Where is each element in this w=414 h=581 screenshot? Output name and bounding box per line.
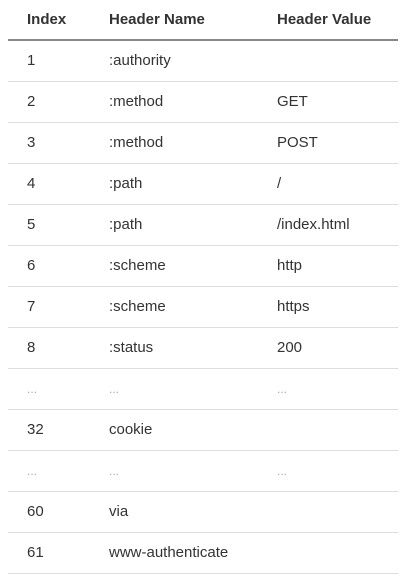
cell-header-name: :status — [90, 327, 258, 369]
cell-header-value — [258, 409, 398, 451]
table-row: 1:authority — [8, 40, 398, 82]
table-row: 4:path / — [8, 163, 398, 205]
cell-header-name: :path — [90, 163, 258, 205]
cell-index: 2 — [8, 81, 90, 123]
column-header-index: Index — [8, 0, 90, 41]
cell-index: 7 — [8, 286, 90, 328]
cell-index: 1 — [8, 40, 90, 82]
table-header-row: Index Header Name Header Value — [8, 0, 398, 41]
table-body: 1:authority 2:method GET 3:method POST 4:path… — [8, 40, 398, 574]
cell-header-value: /index.html — [258, 204, 398, 246]
cell-index: 6 — [8, 245, 90, 287]
cell-header-value: 200 — [258, 327, 398, 369]
cell-index: 5 — [8, 204, 90, 246]
cell-header-name: ... — [90, 368, 258, 410]
column-header-value: Header Value — [258, 0, 398, 41]
cell-header-name: www-authenticate — [90, 532, 258, 574]
cell-header-value — [258, 40, 398, 82]
cell-index: 32 — [8, 409, 90, 451]
cell-header-value: POST — [258, 122, 398, 164]
table-row: ......... — [8, 450, 398, 492]
header-table-container: Index Header Name Header Value 1:authori… — [8, 0, 398, 574]
cell-header-value: ... — [258, 368, 398, 410]
cell-index: 8 — [8, 327, 90, 369]
cell-header-name: ... — [90, 450, 258, 492]
table-row: ......... — [8, 368, 398, 410]
cell-header-value: ... — [258, 450, 398, 492]
cell-index: 60 — [8, 491, 90, 533]
cell-index: ... — [8, 450, 90, 492]
table-row: 61 www-authenticate — [8, 532, 398, 574]
cell-index: ... — [8, 368, 90, 410]
cell-index: 3 — [8, 122, 90, 164]
table-row: 6:scheme http — [8, 245, 398, 287]
cell-header-value — [258, 491, 398, 533]
table-row: 2:method GET — [8, 81, 398, 123]
cell-header-name: :scheme — [90, 286, 258, 328]
cell-header-name: :path — [90, 204, 258, 246]
header-table: Index Header Name Header Value 1:authori… — [8, 0, 398, 574]
cell-header-name: :scheme — [90, 245, 258, 287]
cell-header-value: http — [258, 245, 398, 287]
table-row: 5:path/index.html — [8, 204, 398, 246]
cell-index: 4 — [8, 163, 90, 205]
table-row: 7:scheme https — [8, 286, 398, 328]
column-header-name: Header Name — [90, 0, 258, 41]
table-row: 60 via — [8, 491, 398, 533]
cell-header-value — [258, 532, 398, 574]
cell-header-value: / — [258, 163, 398, 205]
cell-header-name: :method — [90, 122, 258, 164]
cell-header-name: :method — [90, 81, 258, 123]
table-row: 8:status 200 — [8, 327, 398, 369]
cell-header-value: https — [258, 286, 398, 328]
cell-header-name: :authority — [90, 40, 258, 82]
cell-header-name: cookie — [90, 409, 258, 451]
table-row: 3:method POST — [8, 122, 398, 164]
cell-header-value: GET — [258, 81, 398, 123]
cell-header-name: via — [90, 491, 258, 533]
cell-index: 61 — [8, 532, 90, 574]
table-row: 32 cookie — [8, 409, 398, 451]
